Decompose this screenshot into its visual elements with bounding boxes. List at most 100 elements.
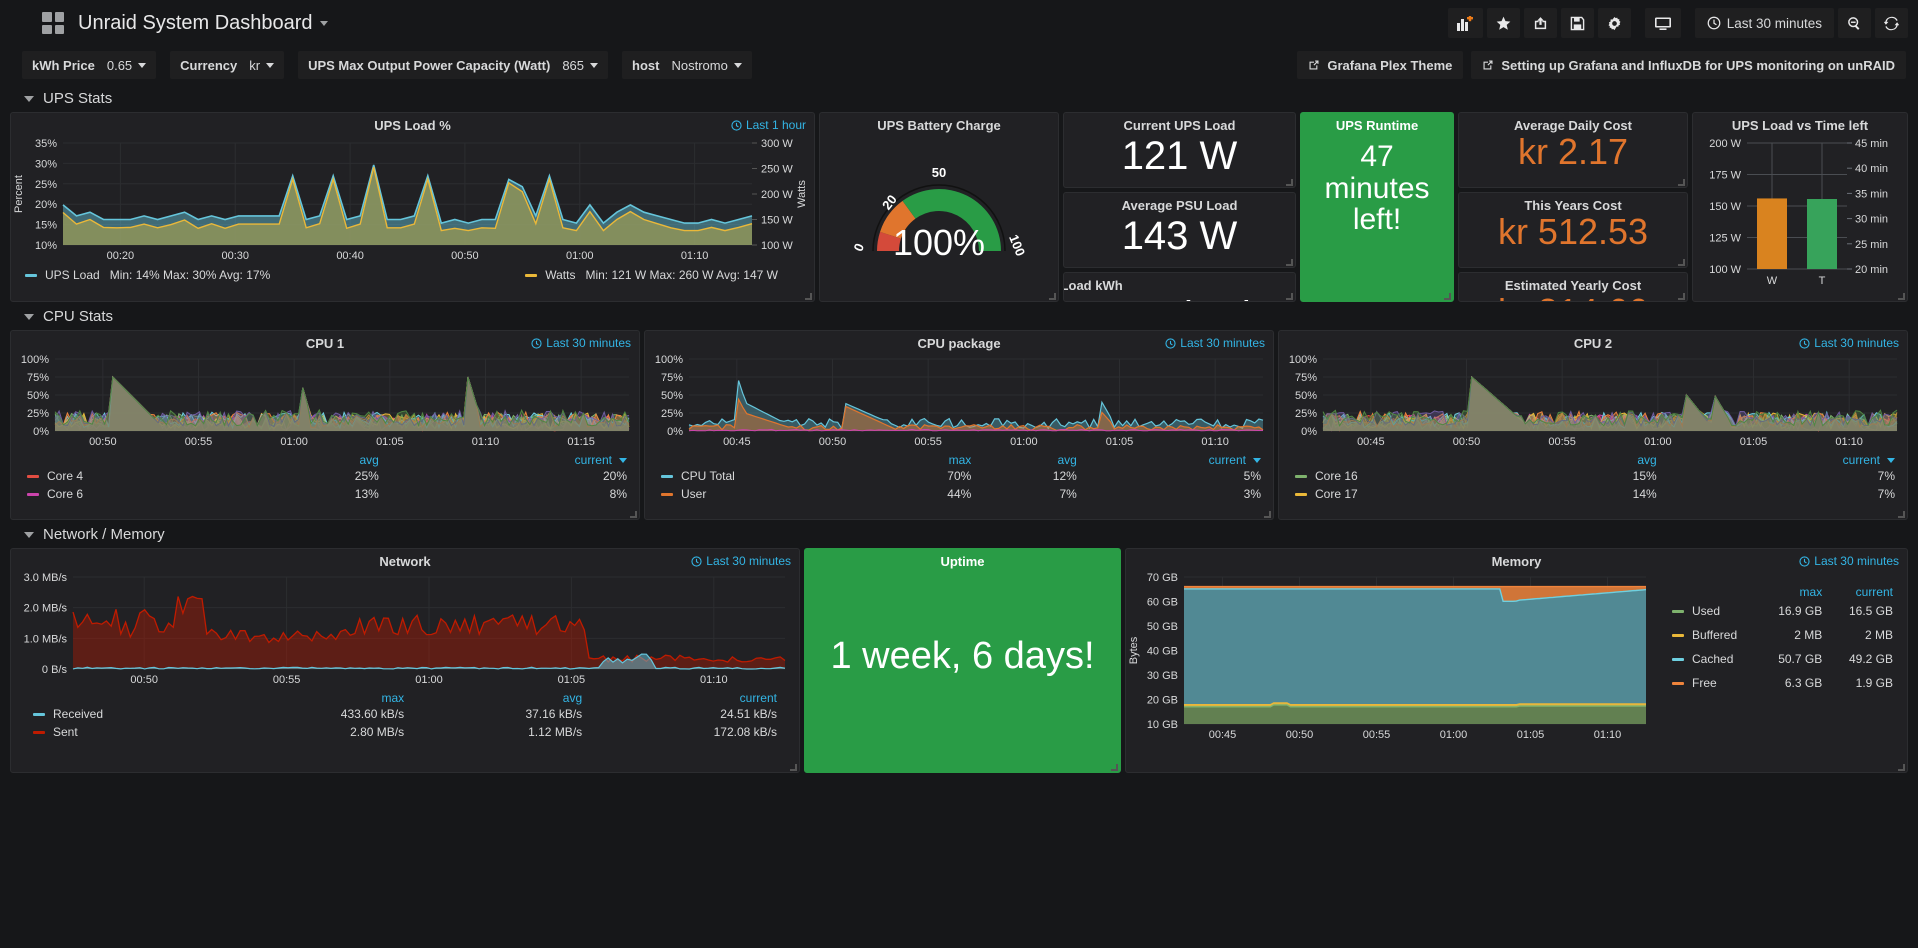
panel-resize-handle[interactable] [1264,511,1271,518]
dashboard-settings-button[interactable] [1597,8,1631,38]
svg-text:45 min: 45 min [1855,138,1888,150]
legend-col-max[interactable]: max [381,691,405,705]
legend-item[interactable]: User 44% 7% 3% [661,485,1261,503]
legend-col-avg[interactable]: avg [1637,453,1657,467]
legend-col-current[interactable]: current [1855,585,1893,599]
legend-item[interactable]: Cached 50.7 GB 49.2 GB [1672,647,1893,671]
panel-time-range[interactable]: Last 30 minutes [1799,336,1899,350]
panel-ups-runtime: UPS Runtime 47 minutes left! [1300,112,1454,302]
star-dashboard-button[interactable] [1486,8,1520,38]
variable-value[interactable]: 0.65 [105,58,156,73]
chevron-down-icon [24,313,34,320]
legend-color-swatch [1295,493,1307,497]
svg-text:50%: 50% [1295,390,1317,402]
panel-resize-handle[interactable] [1898,511,1905,518]
legend-col-current[interactable]: current [739,691,777,705]
tv-mode-button[interactable] [1644,8,1681,38]
panel-resize-handle[interactable] [1111,764,1118,771]
variable-host[interactable]: host Nostromo [622,51,752,79]
panel-resize-handle[interactable] [1678,179,1685,186]
row-header-network-memory[interactable]: Network / Memory [0,520,1918,548]
panel-time-range[interactable]: Last 30 minutes [1165,336,1265,350]
share-dashboard-button[interactable] [1523,8,1557,38]
svg-text:01:05: 01:05 [1517,729,1545,741]
panel-time-range[interactable]: Last 30 minutes [1799,554,1899,568]
variable-currency[interactable]: Currency kr [170,51,285,79]
refresh-dashboard-button[interactable] [1875,8,1908,38]
panel-resize-handle[interactable] [630,511,637,518]
svg-text:125 W: 125 W [1709,233,1741,245]
legend-item[interactable]: Used 16.9 GB 16.5 GB [1672,599,1893,623]
svg-text:250 W: 250 W [761,164,793,176]
svg-text:01:05: 01:05 [1106,436,1134,448]
legend-item[interactable]: Core 6 13% 8% [27,485,627,503]
panel-resize-handle[interactable] [1286,293,1293,300]
panel-time-range[interactable]: Last 1 hour [731,118,806,132]
add-panel-button[interactable] [1447,8,1483,38]
legend-col-avg[interactable]: avg [562,691,583,705]
zoom-out-time-button[interactable] [1838,8,1871,38]
legend-item[interactable]: Core 16 15% 7% [1295,467,1895,485]
variable-kwh-price[interactable]: kWh Price 0.65 [22,51,157,79]
legend-item[interactable]: Received 433.60 kB/s 37.16 kB/s 24.51 kB… [33,705,777,723]
svg-text:20 min: 20 min [1855,264,1888,276]
panel-resize-handle[interactable] [1286,259,1293,266]
legend-item[interactable]: Sent 2.80 MB/s 1.12 MB/s 172.08 kB/s [33,723,777,741]
row-header-ups-stats[interactable]: UPS Stats [0,84,1918,112]
legend-col-current[interactable]: current [379,453,627,467]
panel-resize-handle[interactable] [790,764,797,771]
panel-resize-handle[interactable] [1898,764,1905,771]
legend-col-current[interactable]: current [1077,453,1261,467]
save-dashboard-button[interactable] [1560,8,1594,38]
dashboard-title-menu[interactable]: Unraid System Dashboard [78,12,328,35]
legend-col-max[interactable]: max [948,453,972,467]
panel-resize-handle[interactable] [1678,293,1685,300]
variable-value[interactable]: Nostromo [669,58,751,73]
panel-title: Current UPS Load [1123,118,1236,133]
legend-item[interactable]: Core 17 14% 7% [1295,485,1895,503]
external-link-icon [1483,60,1493,70]
svg-text:00:55: 00:55 [1363,729,1391,741]
svg-text:00:50: 00:50 [819,436,847,448]
legend-col-avg[interactable]: avg [1057,453,1077,467]
panel-resize-handle[interactable] [805,293,812,300]
legend-item[interactable]: Buffered 2 MB 2 MB [1672,623,1893,647]
svg-text:150 W: 150 W [761,215,793,227]
svg-text:01:10: 01:10 [700,674,728,686]
svg-text:00:20: 00:20 [107,250,135,262]
panel-title: CPU 1 [305,336,345,351]
panel-resize-handle[interactable] [1678,259,1685,266]
stat-value: 1 week, 6 days! [830,635,1095,677]
svg-text:Watts: Watts [796,180,808,208]
variable-ups-max-output[interactable]: UPS Max Output Power Capacity (Watt) 865 [298,51,609,79]
panel-time-range[interactable]: Last 30 minutes [531,336,631,350]
svg-text:00:55: 00:55 [914,436,942,448]
svg-text:100 W: 100 W [1709,264,1741,276]
time-range-picker[interactable]: Last 30 minutes [1694,8,1834,38]
variable-value[interactable]: 865 [560,58,608,73]
legend-item[interactable]: Free 6.3 GB 1.9 GB [1672,671,1893,695]
legend-item[interactable]: CPU Total 70% 12% 5% [661,467,1261,485]
legend-color-swatch [27,475,39,479]
dashboard-grid-icon[interactable] [42,12,64,34]
legend-stats: Min: 121 W Max: 260 W Avg: 147 W [585,268,778,282]
dashboard-link-ups-monitoring-guide[interactable]: Setting up Grafana and InfluxDB for UPS … [1471,51,1906,79]
legend-col-avg[interactable]: avg [359,453,379,467]
row-header-cpu-stats[interactable]: CPU Stats [0,302,1918,330]
panel-time-range[interactable]: Last 30 minutes [691,554,791,568]
legend-item[interactable]: Watts Min: 121 W Max: 260 W Avg: 147 W [525,268,778,282]
legend-col-max[interactable]: max [1799,585,1823,599]
legend-col-current[interactable]: current [1657,453,1895,467]
svg-text:175 W: 175 W [1709,170,1741,182]
legend-item[interactable]: UPS Load Min: 14% Max: 30% Avg: 17% [25,268,270,282]
panel-resize-handle[interactable] [1898,293,1905,300]
panel-resize-handle[interactable] [1286,179,1293,186]
svg-text:0%: 0% [33,426,49,438]
panel-resize-handle[interactable] [1444,293,1451,300]
stat-value: kr 512.53 [1497,211,1649,252]
dashboard-link-grafana-plex-theme[interactable]: Grafana Plex Theme [1297,51,1464,79]
variable-value[interactable]: kr [247,58,284,73]
legend-item[interactable]: Core 4 25% 20% [27,467,627,485]
svg-text:75%: 75% [661,372,683,384]
panel-resize-handle[interactable] [1049,293,1056,300]
